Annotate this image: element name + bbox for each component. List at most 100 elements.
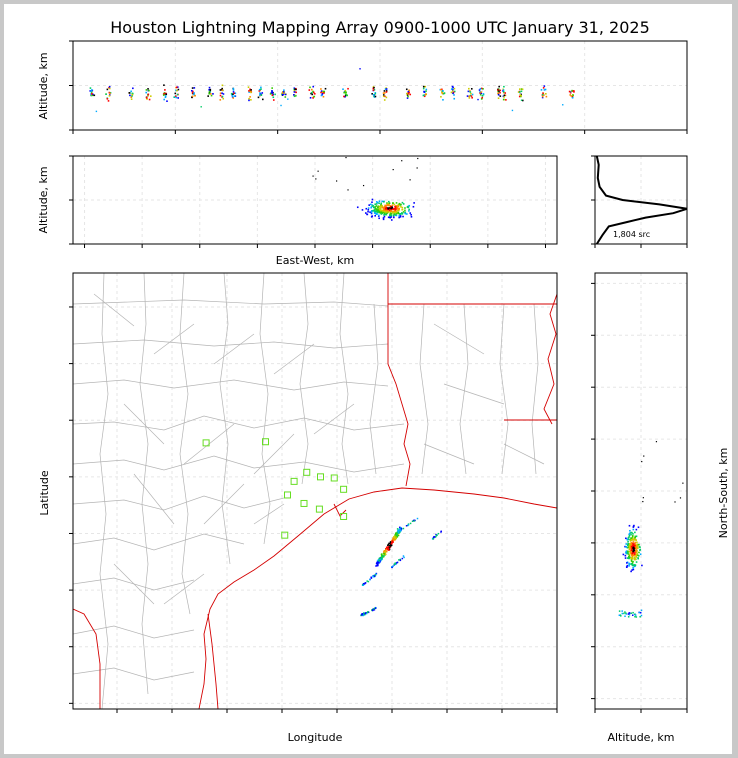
ew-source: [379, 206, 382, 209]
ns-source: [634, 536, 637, 539]
time-height-source: [283, 92, 286, 94]
time-height-source: [293, 88, 296, 91]
altitude-histogram-panel: 1,804 src: [591, 155, 688, 248]
ew-source: [395, 204, 397, 207]
plan-view-source: [365, 612, 368, 615]
ew-source: [393, 203, 396, 206]
plan-view-source: [371, 609, 373, 611]
ew-source: [369, 211, 371, 213]
time-height-source: [191, 95, 194, 98]
ew-source: [375, 205, 378, 207]
time-height-source: [282, 93, 285, 95]
time-height-source: [249, 96, 251, 98]
ns-source: [628, 614, 631, 616]
plan-view-source: [440, 531, 442, 533]
time-height-source: [247, 86, 250, 88]
ns-source: [626, 564, 629, 567]
ew-source: [372, 205, 375, 207]
time-height-source: [469, 91, 472, 93]
plan-view-source: [388, 542, 390, 545]
ns-source: [625, 543, 628, 545]
plan-view-source: [391, 538, 394, 541]
time-height-source: [312, 85, 315, 88]
ns-source: [628, 545, 631, 547]
time-height-source: [281, 93, 284, 96]
time-height-source: [177, 88, 180, 91]
plan-view-source: [378, 558, 380, 561]
time-height-source: [543, 85, 546, 87]
time-height-source: [499, 91, 501, 94]
time-height-source: [107, 100, 110, 102]
time-height-source: [200, 106, 202, 108]
time-height-source: [385, 91, 388, 93]
plan-view-source: [398, 529, 401, 532]
ns-source: [635, 545, 637, 548]
time-height-source: [452, 92, 454, 95]
ns-source: [626, 544, 629, 546]
plan-view-source: [361, 613, 363, 616]
plan-view-source: [386, 547, 389, 550]
plan-view-source: [409, 522, 412, 525]
ew-source: [376, 201, 379, 204]
ew-source: [409, 212, 412, 214]
time-height-source: [108, 86, 110, 89]
ew-source: [392, 211, 395, 213]
time-height-source: [425, 88, 428, 91]
time-height-source: [504, 92, 507, 94]
plan-view-source: [385, 550, 388, 553]
time-height-source: [175, 86, 178, 89]
plan-view-source: [367, 580, 370, 583]
time-height-source: [90, 90, 92, 92]
time-height-source: [385, 88, 388, 90]
time-height-source: [166, 100, 168, 102]
ew-source: [386, 202, 388, 204]
ew-source: [383, 214, 385, 216]
plan-view-source: [392, 541, 394, 543]
time-height-source: [542, 92, 544, 94]
ew-source: [398, 208, 400, 210]
time-height-source: [147, 94, 149, 97]
ew-source: [387, 204, 389, 207]
plan-view-source: [403, 556, 405, 559]
time-height-source: [409, 93, 412, 96]
ew-source: [365, 207, 368, 210]
ew-source: [382, 209, 385, 212]
ns-source: [628, 556, 631, 558]
time-height-source: [469, 90, 471, 92]
time-height-source: [479, 92, 481, 94]
time-height-source: [260, 86, 262, 89]
ew-source: [389, 216, 392, 219]
time-height-source: [408, 89, 410, 92]
plan-view-source: [397, 531, 400, 534]
plan-view-source: [396, 531, 398, 534]
ns-source: [634, 531, 636, 534]
time-height-source: [382, 94, 385, 96]
ew-source: [394, 209, 397, 211]
ns-source: [630, 531, 633, 534]
ew-source: [384, 207, 387, 210]
plan-view-source: [398, 530, 400, 533]
ew-source: [315, 178, 317, 180]
ns-source: [629, 545, 632, 548]
time-height-source: [232, 93, 234, 96]
time-height-source: [129, 94, 131, 97]
time-height-source: [90, 94, 93, 97]
ns-source: [632, 543, 634, 545]
time-height-source: [163, 92, 166, 94]
time-height-source: [569, 91, 572, 94]
time-height-source: [382, 95, 385, 98]
ns-source: [620, 615, 622, 617]
ew-source: [378, 214, 380, 217]
time-height-source: [309, 86, 311, 89]
ew-source: [384, 204, 386, 207]
ns-source: [636, 543, 638, 546]
ns-source: [633, 558, 636, 561]
ew-source: [380, 209, 382, 212]
time-height-source: [320, 90, 323, 92]
ns-source: [642, 497, 644, 499]
ew-source: [388, 209, 391, 211]
time-height-source: [287, 98, 289, 100]
time-height-source: [258, 88, 261, 91]
plan-view-source: [384, 551, 387, 553]
plan-view-source: [380, 559, 382, 562]
